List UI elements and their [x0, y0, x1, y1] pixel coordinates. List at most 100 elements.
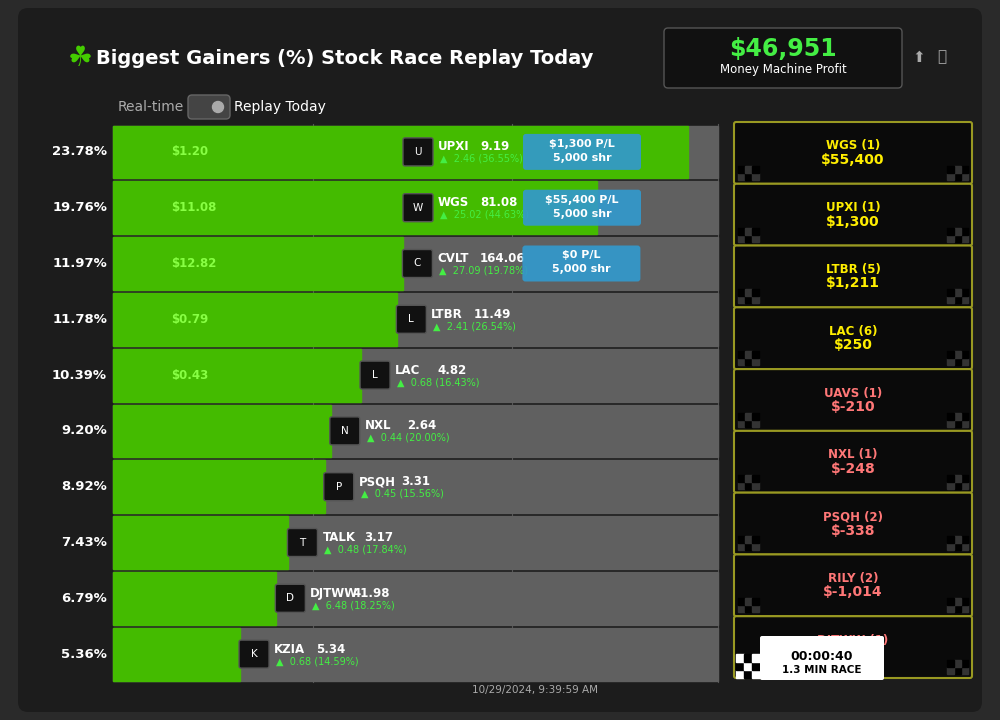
Text: DJTWW: DJTWW: [310, 587, 359, 600]
Bar: [752, 228, 759, 235]
Bar: [947, 474, 954, 482]
Text: ▲  2.41 (26.54%): ▲ 2.41 (26.54%): [433, 321, 516, 331]
Text: $12.82: $12.82: [171, 257, 216, 270]
Bar: [745, 289, 752, 297]
Text: WGS (1): WGS (1): [826, 140, 880, 153]
Bar: [745, 536, 752, 544]
Bar: [744, 662, 752, 670]
Bar: [745, 667, 752, 674]
Bar: [752, 173, 759, 180]
Text: ▲  0.45 (15.56%): ▲ 0.45 (15.56%): [361, 489, 444, 499]
Text: $46,951: $46,951: [729, 37, 837, 61]
Bar: [738, 358, 745, 365]
Bar: [947, 544, 954, 551]
FancyBboxPatch shape: [403, 194, 433, 222]
Bar: [961, 358, 968, 365]
Text: $-9,400: $-9,400: [823, 647, 883, 661]
FancyBboxPatch shape: [734, 492, 972, 554]
Bar: [745, 420, 752, 427]
Bar: [947, 351, 954, 358]
Text: 10/29/2024, 9:39:59 AM: 10/29/2024, 9:39:59 AM: [472, 685, 598, 695]
Bar: [745, 544, 752, 551]
Bar: [947, 228, 954, 235]
Text: 4.82: 4.82: [437, 364, 466, 377]
FancyBboxPatch shape: [734, 369, 972, 431]
Text: Replay Today: Replay Today: [234, 100, 326, 114]
Bar: [961, 667, 968, 674]
Text: $-210: $-210: [831, 400, 875, 414]
Text: P: P: [336, 482, 342, 492]
Text: ▲  0.68 (16.43%): ▲ 0.68 (16.43%): [397, 377, 480, 387]
Bar: [113, 237, 718, 290]
Bar: [947, 660, 954, 667]
Text: ▲  6.48 (18.25%): ▲ 6.48 (18.25%): [312, 600, 395, 611]
Text: $1.20: $1.20: [171, 145, 208, 158]
Bar: [745, 166, 752, 173]
Bar: [738, 598, 745, 606]
FancyBboxPatch shape: [287, 528, 317, 557]
Bar: [947, 606, 954, 612]
Text: C: C: [414, 258, 421, 269]
Bar: [954, 351, 961, 358]
Bar: [961, 297, 968, 303]
Text: $1,211: $1,211: [826, 276, 880, 290]
Bar: [113, 125, 688, 179]
Text: Biggest Gainers (%) Stock Race Replay Today: Biggest Gainers (%) Stock Race Replay To…: [96, 48, 593, 68]
Bar: [954, 166, 961, 173]
FancyBboxPatch shape: [360, 361, 390, 389]
Bar: [113, 628, 240, 680]
Bar: [961, 173, 968, 180]
Text: 3.17: 3.17: [364, 531, 393, 544]
Bar: [745, 297, 752, 303]
Bar: [745, 413, 752, 420]
FancyBboxPatch shape: [188, 95, 230, 119]
Bar: [745, 482, 752, 489]
Text: 2.64: 2.64: [407, 419, 436, 433]
Text: CVLT: CVLT: [437, 252, 469, 265]
Text: NXL (1): NXL (1): [828, 449, 878, 462]
Bar: [738, 536, 745, 544]
Bar: [736, 654, 744, 662]
Bar: [954, 598, 961, 606]
Bar: [113, 460, 325, 513]
Bar: [752, 351, 759, 358]
Text: 6.79%: 6.79%: [61, 592, 107, 605]
Bar: [738, 413, 745, 420]
Bar: [113, 405, 718, 457]
Text: 00:00:40: 00:00:40: [791, 649, 853, 662]
Bar: [947, 536, 954, 544]
FancyBboxPatch shape: [396, 305, 426, 333]
Text: 81.08: 81.08: [480, 197, 517, 210]
Bar: [745, 660, 752, 667]
Bar: [113, 181, 718, 234]
Text: ☘: ☘: [68, 44, 93, 72]
Bar: [954, 606, 961, 612]
Bar: [954, 544, 961, 551]
Bar: [736, 662, 744, 670]
FancyBboxPatch shape: [523, 189, 641, 225]
Text: 7.43%: 7.43%: [61, 536, 107, 549]
Text: WGS: WGS: [438, 197, 469, 210]
FancyBboxPatch shape: [734, 122, 972, 184]
Bar: [954, 228, 961, 235]
Text: $1,300: $1,300: [826, 215, 880, 229]
Text: 11.97%: 11.97%: [52, 257, 107, 270]
Text: $-338: $-338: [831, 523, 875, 538]
Bar: [961, 544, 968, 551]
Text: N: N: [341, 426, 349, 436]
Text: UAVS (1): UAVS (1): [824, 387, 882, 400]
Text: 19.76%: 19.76%: [52, 201, 107, 215]
Text: $-248: $-248: [831, 462, 875, 476]
Bar: [752, 413, 759, 420]
Text: ▲  0.44 (20.00%): ▲ 0.44 (20.00%): [367, 433, 449, 443]
FancyBboxPatch shape: [734, 184, 972, 246]
Text: 3.31: 3.31: [401, 475, 430, 488]
Text: $0.43: $0.43: [171, 369, 208, 382]
Text: 5.34: 5.34: [316, 642, 345, 656]
Bar: [738, 173, 745, 180]
Bar: [738, 297, 745, 303]
Bar: [752, 474, 759, 482]
Bar: [961, 235, 968, 241]
Text: 5.36%: 5.36%: [61, 647, 107, 661]
Bar: [113, 125, 718, 179]
